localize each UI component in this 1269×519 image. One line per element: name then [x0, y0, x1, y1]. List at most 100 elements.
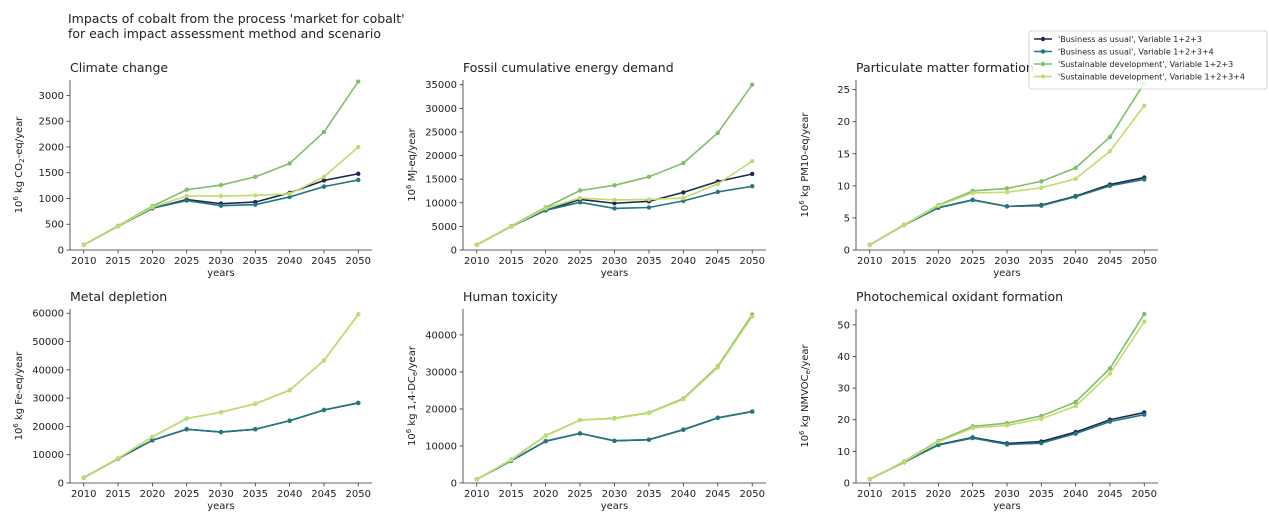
- legend-swatch-marker: [1040, 49, 1046, 54]
- data-point: [253, 193, 258, 198]
- data-point: [543, 438, 548, 444]
- x-tick-label: 2045: [1097, 256, 1122, 267]
- y-tick-label: 1000: [39, 194, 64, 205]
- data-point: [218, 193, 224, 199]
- x-axis-label: years: [207, 268, 235, 279]
- x-axis-label: years: [207, 501, 235, 512]
- y-tick-label: 40000: [425, 330, 457, 341]
- data-point: [612, 416, 617, 421]
- panel-title: Photochemical oxidant formation: [856, 289, 1063, 304]
- y-tick-label: 10000: [32, 450, 64, 461]
- x-axis-label: years: [993, 501, 1021, 512]
- data-point: [750, 409, 755, 414]
- data-point: [715, 181, 720, 187]
- x-tick-label: 2050: [1132, 256, 1157, 267]
- data-point: [577, 417, 583, 423]
- chart-panel-2: Fossil cumulative energy demand 0 5000 1000…: [405, 60, 766, 279]
- series-4: [474, 159, 755, 248]
- x-tick-label: 2025: [960, 489, 985, 500]
- data-point: [577, 188, 583, 193]
- data-point: [1107, 371, 1113, 376]
- x-tick-label: 2025: [567, 256, 592, 267]
- y-tick-label: 15000: [425, 175, 457, 186]
- y-axis-label: 106 MJ-eq/year: [405, 127, 418, 201]
- chart-panel-5: Human toxicity 0 10000 20000 30000 40000 2010 2…: [405, 289, 766, 512]
- data-point: [1142, 412, 1147, 417]
- legend-frame: [1028, 30, 1268, 90]
- x-tick-label: 2050: [1132, 489, 1157, 500]
- data-point: [1107, 366, 1113, 371]
- y-tick-label: 60000: [32, 309, 64, 320]
- y-tick-label: 40000: [32, 365, 64, 376]
- x-tick-label: 2025: [174, 489, 199, 500]
- y-tick-label: 20: [837, 415, 850, 426]
- chart-panel-3: Particulate matter formation051015202520…: [798, 60, 1158, 279]
- x-tick-label: 2050: [346, 489, 371, 500]
- data-point: [867, 242, 872, 248]
- data-point: [612, 438, 617, 443]
- data-point: [356, 79, 361, 84]
- legend-label: 'Business as usual', Variable 1+2+3+4: [1058, 48, 1214, 57]
- data-point: [184, 198, 189, 203]
- x-tick-label: 2010: [71, 489, 96, 500]
- legend-entry-4: 'Sustainable development', Variable 1+2+…: [1034, 73, 1245, 82]
- y-tick-label: 10000: [425, 441, 457, 452]
- series-line: [476, 185, 753, 246]
- series-2: [474, 184, 755, 248]
- panel-title: Climate change: [70, 60, 168, 75]
- data-point: [577, 431, 583, 436]
- x-tick-label: 2025: [567, 489, 592, 500]
- data-point: [321, 184, 327, 189]
- x-tick-label: 2020: [926, 256, 951, 267]
- series-4: [474, 314, 755, 482]
- x-axis-label: years: [601, 501, 629, 512]
- y-tick-label: 20000: [425, 404, 457, 415]
- x-tick-label: 2010: [857, 489, 882, 500]
- data-point: [612, 201, 617, 206]
- x-tick-label: 2015: [105, 256, 130, 267]
- data-point: [115, 456, 121, 461]
- data-point: [321, 178, 327, 183]
- data-point: [184, 193, 189, 199]
- y-tick-label: 30000: [425, 367, 457, 378]
- y-tick-label: 2000: [39, 142, 64, 153]
- data-point: [1073, 194, 1078, 199]
- data-point: [936, 203, 941, 208]
- data-point: [356, 171, 361, 176]
- x-tick-label: 2040: [277, 489, 302, 500]
- x-axis-label: years: [993, 268, 1021, 279]
- y-tick-label: 0: [844, 246, 850, 257]
- data-point: [750, 82, 755, 87]
- data-point: [253, 202, 258, 207]
- data-point: [1107, 134, 1113, 140]
- data-point: [253, 174, 258, 180]
- x-tick-label: 2025: [960, 256, 985, 267]
- data-point: [936, 439, 941, 445]
- series-1: [81, 171, 361, 248]
- x-tick-label: 2015: [498, 489, 523, 500]
- data-point: [1073, 399, 1078, 405]
- y-axis-label: 106 kg PM10-eq/year: [798, 112, 811, 218]
- y-tick-label: 0: [451, 246, 457, 257]
- data-point: [218, 429, 224, 435]
- y-tick-label: 30000: [32, 394, 64, 405]
- chart-panel-1: Climate change 0 500 1000 1500 2000 2500 3000 20…: [12, 60, 372, 279]
- data-point: [970, 435, 975, 441]
- x-tick-label: 2035: [636, 256, 661, 267]
- data-point: [1004, 190, 1010, 195]
- panel-title: Metal depletion: [70, 289, 167, 304]
- data-point: [1107, 149, 1113, 154]
- y-tick-label: 500: [45, 220, 64, 231]
- y-axis-label: 106 kg NMVOCe/year: [798, 343, 812, 447]
- data-point: [356, 144, 361, 150]
- data-point: [750, 314, 755, 319]
- x-tick-label: 2010: [857, 256, 882, 267]
- y-tick-label: 10: [837, 181, 850, 192]
- data-point: [867, 477, 872, 482]
- legend-label: 'Sustainable development', Variable 1+2+…: [1058, 73, 1245, 82]
- series-line: [83, 81, 359, 246]
- y-axis-label: 106 kg CO2-eq/year: [12, 116, 26, 214]
- series-3: [867, 311, 1147, 482]
- data-point: [646, 410, 652, 416]
